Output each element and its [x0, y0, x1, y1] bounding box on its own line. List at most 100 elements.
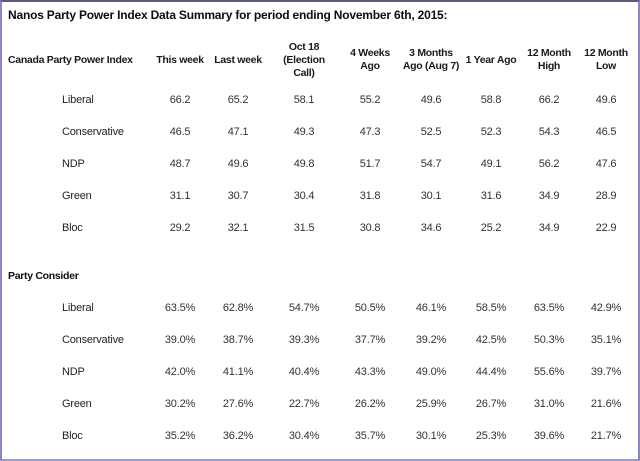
value-cell: 39.6% — [533, 430, 565, 442]
value-cell: 25.9% — [415, 398, 447, 410]
section-label: Party Consider — [8, 270, 79, 282]
value-cell: 50.3% — [533, 334, 565, 346]
value-cell: 32.1 — [227, 222, 249, 234]
column-header-12-month-high: 12 Month High — [520, 36, 578, 84]
value-cell: 49.8 — [293, 158, 315, 170]
value-cell: 58.8 — [480, 94, 502, 106]
table-row: Bloc 35.2% 36.2% 30.4% 35.7% 30.1% 25.3% 39.6% 2… — [2, 420, 638, 452]
value-cell: 31.6 — [480, 190, 502, 202]
value-cell: 41.1% — [222, 366, 254, 378]
value-cell: 42.9% — [590, 302, 622, 314]
party-label: Bloc — [62, 222, 83, 234]
value-cell: 25.3% — [475, 430, 507, 442]
value-cell: 34.6 — [420, 222, 442, 234]
value-cell: 26.7% — [475, 398, 507, 410]
column-header-line: This week — [156, 53, 204, 66]
value-cell: 39.7% — [590, 366, 622, 378]
value-cell: 46.1% — [415, 302, 447, 314]
value-cell: 62.8% — [222, 302, 254, 314]
value-cell: 46.5 — [595, 126, 617, 138]
value-cell: 49.6 — [420, 94, 442, 106]
value-cell: 44.4% — [475, 366, 507, 378]
value-cell: 52.3 — [480, 126, 502, 138]
value-cell: 30.8 — [359, 222, 381, 234]
table-row: Conservative 46.5 47.1 49.3 47.3 52.5 52.3 54.3… — [2, 116, 638, 148]
column-header-this-week: This week — [152, 36, 208, 84]
value-cell: 34.9 — [538, 222, 560, 234]
value-cell: 31.1 — [169, 190, 191, 202]
party-label: Liberal — [62, 94, 94, 106]
value-cell: 34.9 — [538, 190, 560, 202]
value-cell: 25.2 — [480, 222, 502, 234]
value-cell: 39.3% — [288, 334, 320, 346]
column-header-line: 4 Weeks — [350, 47, 390, 59]
value-cell: 42.5% — [475, 334, 507, 346]
column-header-line: Oct 18 (Election — [283, 40, 325, 66]
value-cell: 38.7% — [222, 334, 254, 346]
column-header-line: 1 Year Ago — [465, 53, 517, 66]
value-cell: 49.6 — [595, 94, 617, 106]
column-header-oct-18: Oct 18 (Election Call) — [268, 36, 340, 84]
value-cell: 47.6 — [595, 158, 617, 170]
column-header-line: Ago — [360, 60, 380, 72]
party-label: Conservative — [62, 334, 124, 346]
value-cell: 47.3 — [359, 126, 381, 138]
value-cell: 21.7% — [590, 430, 622, 442]
table-row: Liberal 66.2 65.2 58.1 55.2 49.6 58.8 66.2 49.6 — [2, 84, 638, 116]
column-header-line: Call) — [293, 66, 315, 79]
value-cell: 63.5% — [164, 302, 196, 314]
column-header-4-weeks-ago: 4 Weeks Ago — [340, 36, 400, 84]
value-cell: 42.0% — [164, 366, 196, 378]
value-cell: 28.9 — [595, 190, 617, 202]
value-cell: 31.5 — [293, 222, 315, 234]
value-cell: 37.7% — [354, 334, 386, 346]
value-cell: 49.6 — [227, 158, 249, 170]
value-cell: 58.5% — [475, 302, 507, 314]
value-cell: 30.1 — [420, 190, 442, 202]
party-label: Green — [62, 398, 92, 410]
value-cell: 27.6% — [222, 398, 254, 410]
value-cell: 49.1 — [480, 158, 502, 170]
table-row: Green 30.2% 27.6% 22.7% 26.2% 25.9% 26.7% 31.0%… — [2, 388, 638, 420]
corner-header: Canada Party Power Index — [8, 54, 133, 66]
value-cell: 58.1 — [293, 94, 315, 106]
value-cell: 30.7 — [227, 190, 249, 202]
page-title: Nanos Party Power Index Data Summary for… — [8, 8, 448, 22]
value-cell: 30.4 — [293, 190, 315, 202]
value-cell: 43.3% — [354, 366, 386, 378]
value-cell: 63.5% — [533, 302, 565, 314]
value-cell: 55.2 — [359, 94, 381, 106]
party-label: Green — [62, 190, 92, 202]
column-header-1-year-ago: 1 Year Ago — [462, 36, 520, 84]
value-cell: 56.2 — [538, 158, 560, 170]
value-cell: 66.2 — [538, 94, 560, 106]
value-cell: 35.7% — [354, 430, 386, 442]
value-cell: 48.7 — [169, 158, 191, 170]
value-cell: 55.6% — [533, 366, 565, 378]
value-cell: 46.5 — [169, 126, 191, 138]
column-header-line: 12 Month — [527, 47, 571, 59]
value-cell: 21.6% — [590, 398, 622, 410]
party-label: Liberal — [62, 302, 94, 314]
value-cell: 31.8 — [359, 190, 381, 202]
section-spacer — [2, 244, 638, 260]
column-header-12-month-low: 12 Month Low — [578, 36, 634, 84]
value-cell: 31.0% — [533, 398, 565, 410]
value-cell: 47.1 — [227, 126, 249, 138]
value-cell: 65.2 — [227, 94, 249, 106]
column-header-last-week: Last week — [208, 36, 268, 84]
value-cell: 22.9 — [595, 222, 617, 234]
value-cell: 22.7% — [288, 398, 320, 410]
table-row: Liberal 63.5% 62.8% 54.7% 50.5% 46.1% 58.5% 63.… — [2, 292, 638, 324]
table-header-row: Canada Party Power Index This week Last … — [2, 36, 638, 84]
value-cell: 36.2% — [222, 430, 254, 442]
table-row: Green 31.1 30.7 30.4 31.8 30.1 31.6 34.9 28.9 — [2, 180, 638, 212]
value-cell: 54.3 — [538, 126, 560, 138]
column-header-line: 12 Month — [584, 47, 628, 59]
table-row: Conservative 39.0% 38.7% 39.3% 37.7% 39.2% 42.… — [2, 324, 638, 356]
column-header-line: Last week — [214, 53, 262, 66]
value-cell: 54.7 — [420, 158, 442, 170]
party-label: NDP — [62, 158, 85, 170]
value-cell: 66.2 — [169, 94, 191, 106]
